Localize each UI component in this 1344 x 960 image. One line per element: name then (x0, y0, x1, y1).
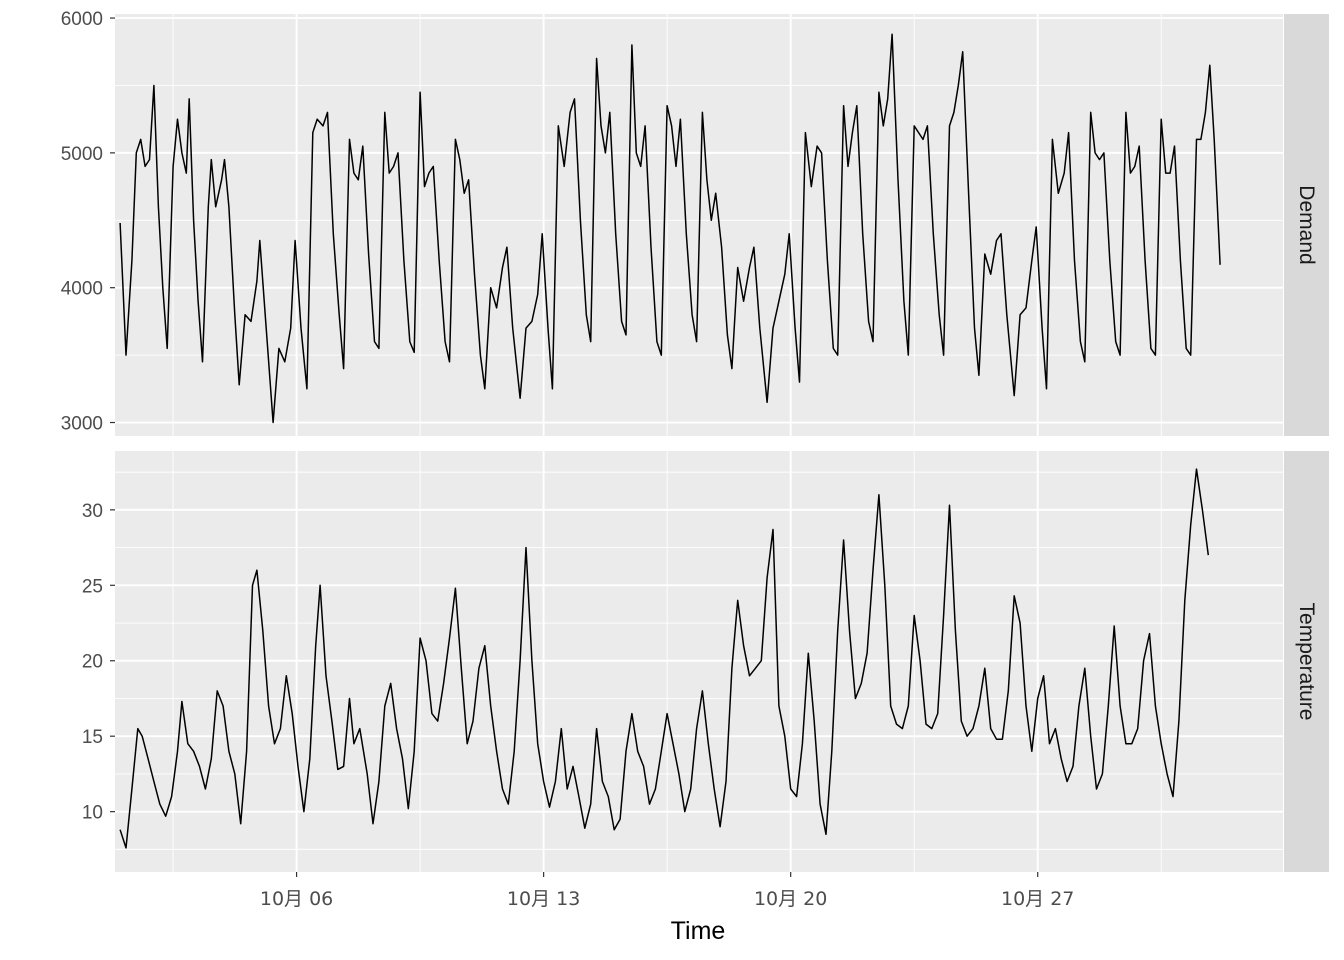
facet-strip-label: Temperature (1295, 603, 1318, 721)
x-tick-label: 10月 13 (507, 888, 580, 910)
facet-strip (1284, 451, 1329, 872)
x-tick-label: 10月 06 (260, 888, 333, 910)
x-tick-label: 10月 20 (754, 888, 827, 910)
series-line-demand (119, 33, 1221, 424)
y-tick-label: 5000 (61, 144, 103, 165)
x-axis: 10月 06 10月 13 10月 20 10月 27 (260, 872, 1074, 910)
y-tick-label: 6000 (61, 9, 103, 30)
facet-strip-label: Demand (1295, 185, 1318, 264)
y-tick-label: 15 (82, 727, 103, 748)
y-tick-label: 10 (82, 803, 103, 824)
y-tick-label: 20 (82, 652, 103, 673)
x-axis-title: Time (671, 917, 726, 945)
panel-demand: 3000 4000 5000 6000 Demand (61, 9, 1329, 436)
panels: 3000 4000 5000 6000 Demand 10 15 20 25 30 Temperat… (61, 9, 1329, 872)
y-tick-label: 4000 (61, 279, 103, 300)
x-tick-label: 10月 27 (1001, 888, 1074, 910)
y-tick-label: 25 (82, 576, 103, 597)
panel-temperature: 10 15 20 25 30 Temperature (82, 451, 1329, 872)
y-tick-label: 3000 (61, 414, 103, 435)
facet-strip (1284, 14, 1329, 436)
series-line-temperature (119, 468, 1210, 849)
y-tick-label: 30 (82, 501, 103, 522)
